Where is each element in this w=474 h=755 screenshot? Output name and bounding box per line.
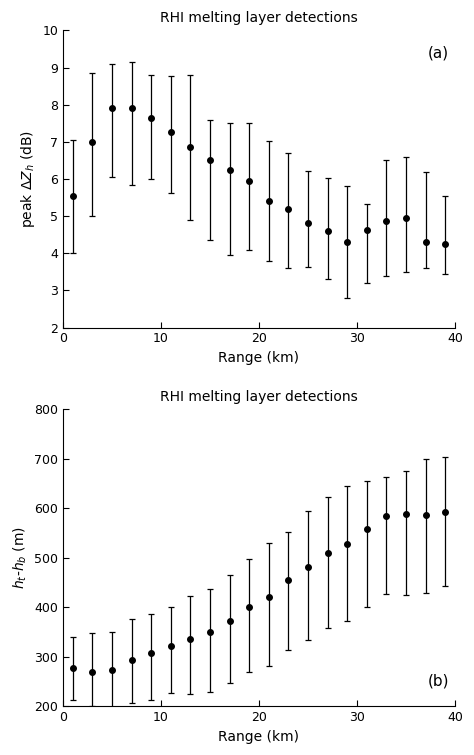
Title: RHI melting layer detections: RHI melting layer detections bbox=[160, 11, 358, 25]
Text: (b): (b) bbox=[428, 673, 449, 689]
X-axis label: Range (km): Range (km) bbox=[219, 730, 300, 744]
X-axis label: Range (km): Range (km) bbox=[219, 351, 300, 365]
Y-axis label: $h_t$-$h_b$ (m): $h_t$-$h_b$ (m) bbox=[11, 526, 28, 590]
Y-axis label: peak $\Delta Z_h$ (dB): peak $\Delta Z_h$ (dB) bbox=[18, 130, 36, 228]
Text: (a): (a) bbox=[428, 45, 448, 60]
Title: RHI melting layer detections: RHI melting layer detections bbox=[160, 390, 358, 404]
